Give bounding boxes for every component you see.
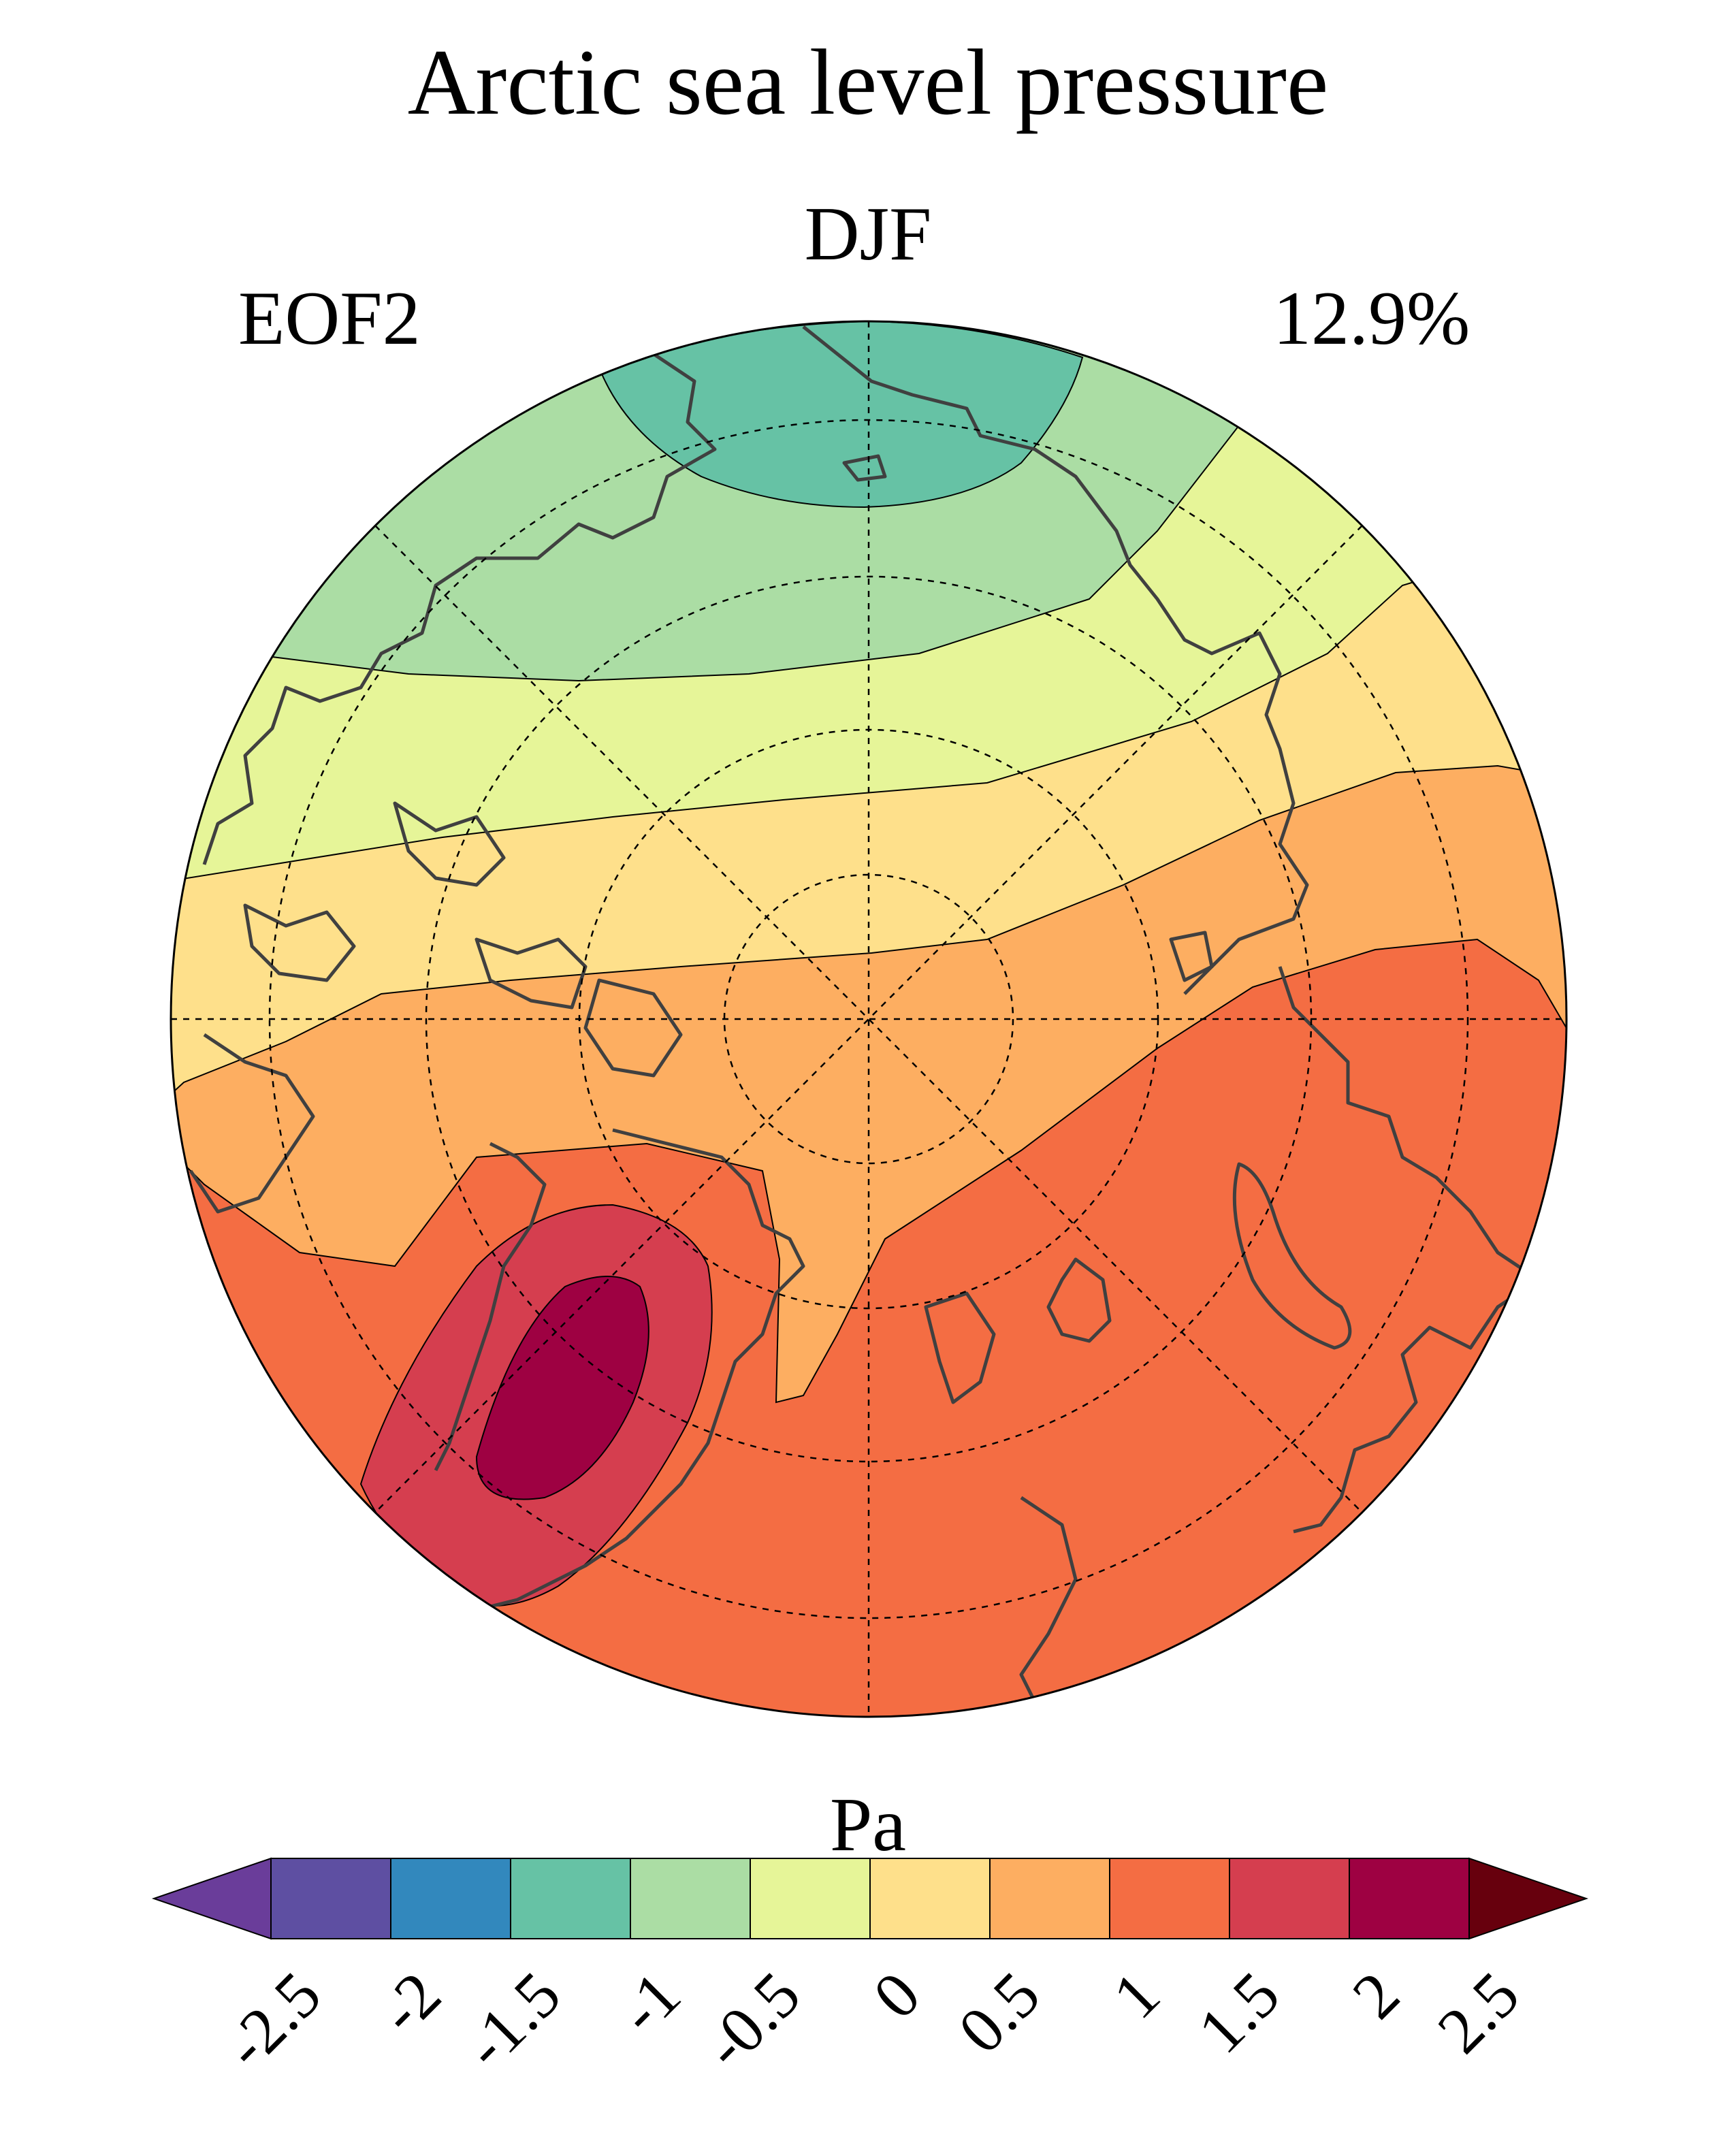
map-disk: [171, 321, 1566, 1717]
colorbar-tick-label: -2.5: [210, 1958, 334, 2082]
coast-alaska: [202, 352, 717, 865]
coast-iceland-norway: [1019, 1496, 1078, 1703]
colorbar-tick-label: -1: [604, 1958, 694, 2048]
coast-arctic-archipelago: [243, 903, 356, 982]
coast-ellesmere-island: [583, 978, 683, 1078]
coast-greenland-west: [434, 1142, 547, 1472]
colorbar-tick-label: -0.5: [689, 1958, 814, 2082]
colorbar-tick-label: 1.5: [1184, 1958, 1293, 2067]
colorbar-swatch: [1229, 1858, 1350, 1939]
coast-siberia: [802, 325, 1309, 995]
colorbar-extend-under: [151, 1857, 272, 1940]
variance-explained-label: 12.9%: [1273, 276, 1470, 361]
chart-title: Arctic sea level pressure: [407, 30, 1329, 134]
coast-severnaya-zemlya: [1169, 931, 1214, 982]
colorbar-tick-label: -2: [364, 1958, 454, 2048]
colorbar-tick-label: -1.5: [449, 1958, 574, 2082]
colorbar-extend-over: [1468, 1857, 1589, 1940]
colorbar-swatch: [750, 1858, 871, 1939]
colorbar-swatch: [869, 1858, 991, 1939]
colorbar-swatch: [1349, 1858, 1470, 1939]
colorbar-unit-label: Pa: [830, 1783, 906, 1867]
colorbar: -2.5 -2-1.5 -1-0.5 0 0.5 1 1.5 2 2.5: [151, 1857, 1589, 2082]
coastlines: [189, 325, 1541, 1703]
colorbar-swatch: [989, 1858, 1110, 1939]
coast-wrangel-island: [842, 454, 887, 482]
colorbar-swatch: [630, 1858, 751, 1939]
eof-mode-label: EOF2: [238, 276, 421, 361]
coast-victoria-island: [475, 937, 588, 1010]
colorbar-swatch: [510, 1858, 631, 1939]
coast-franz-josef: [924, 1291, 996, 1404]
colorbar-tick-label: 1: [1099, 1958, 1174, 2033]
map-boundary: [170, 320, 1568, 1718]
season-label: DJF: [804, 192, 932, 276]
colorbar-swatch: [390, 1858, 511, 1939]
coast-hudson-bay: [189, 1033, 315, 1214]
colorbar-tick-label: 0: [859, 1958, 934, 2033]
graticule: [171, 321, 1566, 1717]
field-band-2-to-2.5: [475, 1276, 649, 1500]
coast-novaya-zemlya: [1232, 1162, 1352, 1350]
colorbar-swatch: [270, 1858, 391, 1939]
coast-banks-island: [393, 801, 506, 887]
coast-svalbard: [1046, 1257, 1112, 1343]
colorbar-tick-label: 2: [1338, 1958, 1413, 2033]
colorbar-swatch: [1109, 1858, 1230, 1939]
coast-greenland-east: [489, 1128, 805, 1609]
colorbar-tick-label: 0.5: [944, 1958, 1054, 2067]
colorbar-tick-label: 2.5: [1424, 1958, 1533, 2067]
